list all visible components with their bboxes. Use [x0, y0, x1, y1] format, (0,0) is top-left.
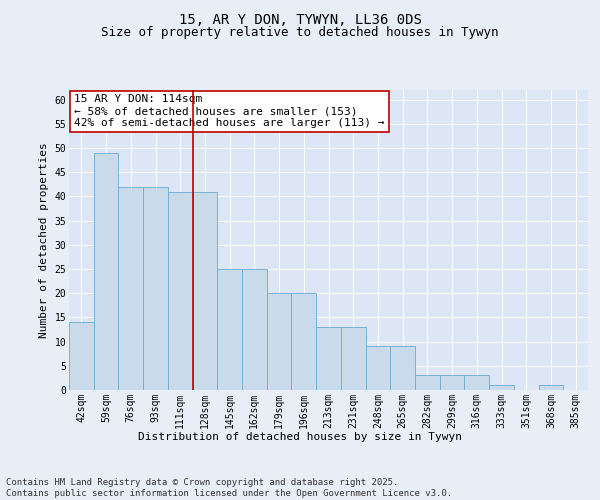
Text: Distribution of detached houses by size in Tywyn: Distribution of detached houses by size …	[138, 432, 462, 442]
Bar	[143, 187, 168, 390]
Bar	[267, 293, 292, 390]
Bar	[118, 187, 143, 390]
Bar	[464, 376, 489, 390]
Bar	[292, 293, 316, 390]
Bar	[193, 192, 217, 390]
Text: Size of property relative to detached houses in Tywyn: Size of property relative to detached ho…	[101, 26, 499, 39]
Bar	[415, 376, 440, 390]
Bar	[316, 327, 341, 390]
Y-axis label: Number of detached properties: Number of detached properties	[39, 142, 49, 338]
Bar	[94, 153, 118, 390]
Bar	[168, 192, 193, 390]
Bar	[365, 346, 390, 390]
Bar	[217, 269, 242, 390]
Bar	[489, 385, 514, 390]
Bar	[390, 346, 415, 390]
Text: Contains HM Land Registry data © Crown copyright and database right 2025.
Contai: Contains HM Land Registry data © Crown c…	[6, 478, 452, 498]
Bar	[69, 322, 94, 390]
Text: 15 AR Y DON: 114sqm
← 58% of detached houses are smaller (153)
42% of semi-detac: 15 AR Y DON: 114sqm ← 58% of detached ho…	[74, 94, 385, 128]
Bar	[440, 376, 464, 390]
Text: 15, AR Y DON, TYWYN, LL36 0DS: 15, AR Y DON, TYWYN, LL36 0DS	[179, 12, 421, 26]
Bar	[539, 385, 563, 390]
Bar	[242, 269, 267, 390]
Bar	[341, 327, 365, 390]
